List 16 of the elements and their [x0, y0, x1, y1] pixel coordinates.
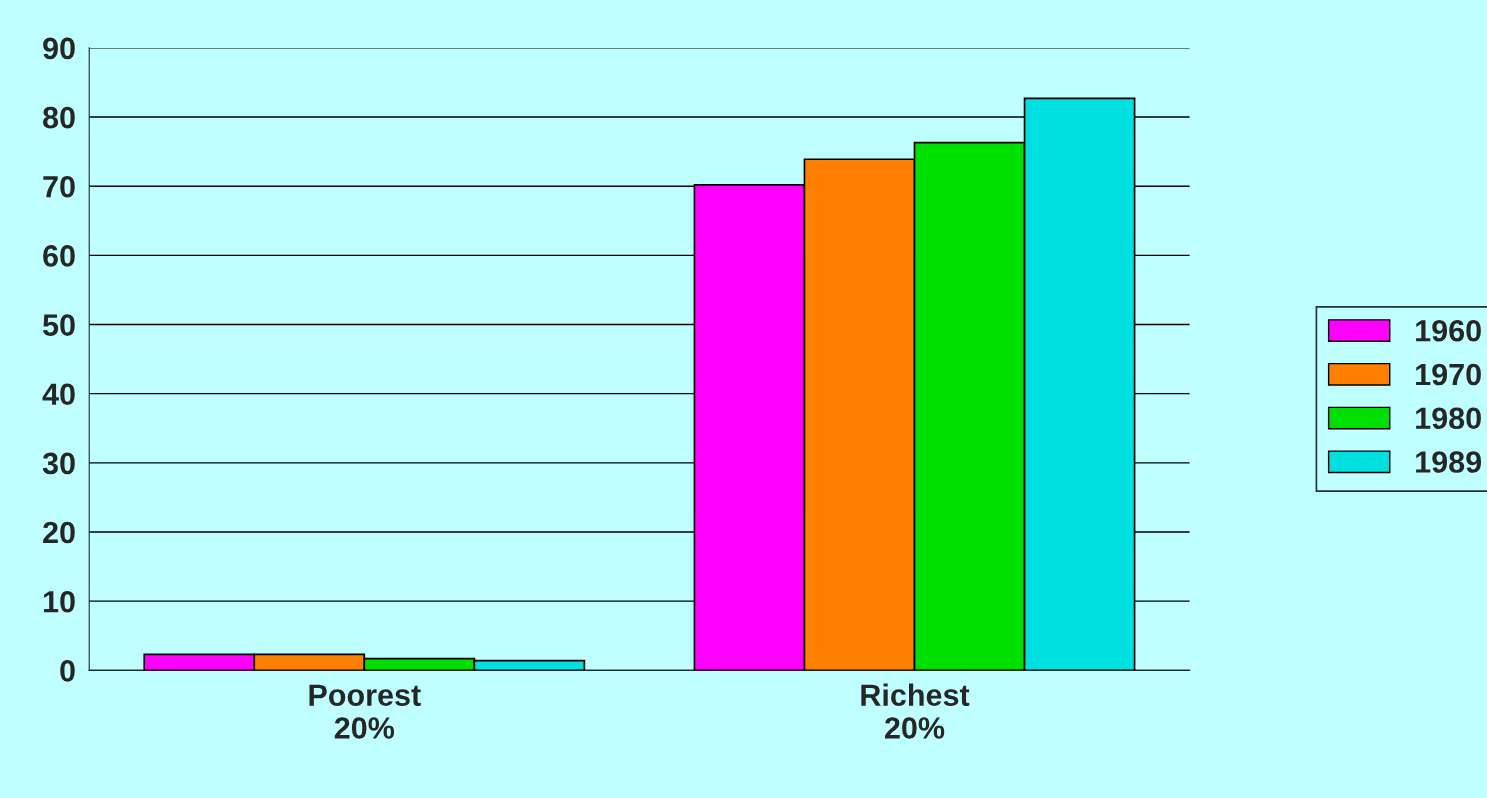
- y-tick-label: 60: [43, 245, 75, 267]
- legend-label: 1970: [1416, 363, 1481, 386]
- y-tick-label: 70: [43, 175, 75, 198]
- x-tick-label: Poorest 20%: [309, 684, 421, 739]
- y-tick-label: 50: [42, 314, 75, 336]
- y-tick-label: 30: [42, 452, 75, 475]
- y-tick-label: 10: [43, 590, 75, 613]
- legend-label: 1989: [1416, 451, 1482, 473]
- y-tick-label: 0: [60, 660, 75, 682]
- y-tick-label: 20: [43, 521, 75, 544]
- legend-label: 1960: [1416, 319, 1481, 342]
- x-tick-label: Richest 20%: [861, 683, 970, 739]
- legend-label: 1980: [1416, 407, 1481, 430]
- y-tick-label: 40: [42, 383, 75, 406]
- y-tick-label: 80: [43, 106, 75, 129]
- y-tick-label: 90: [43, 37, 75, 60]
